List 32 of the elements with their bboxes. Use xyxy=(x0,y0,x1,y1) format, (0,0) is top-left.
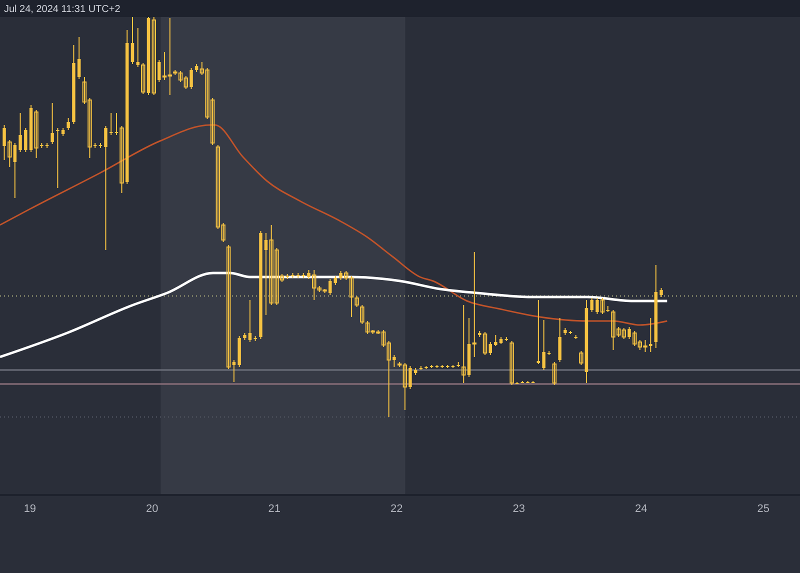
candlestick xyxy=(18,112,22,152)
x-tick-label: 23 xyxy=(512,503,525,515)
candlestick xyxy=(360,304,364,324)
candlestick xyxy=(536,300,540,364)
candlestick xyxy=(56,128,60,188)
x-tick-label: 19 xyxy=(24,503,36,515)
candlestick xyxy=(494,334,498,346)
candlestick xyxy=(590,298,594,312)
candlestick xyxy=(24,128,28,152)
candlestick xyxy=(109,112,113,136)
candlestick xyxy=(482,332,488,356)
candlestick xyxy=(226,244,231,370)
candlestick xyxy=(462,304,466,384)
candlestick xyxy=(77,36,81,80)
candlestick xyxy=(130,16,134,64)
candlestick xyxy=(232,360,236,382)
x-tick-label: 20 xyxy=(146,503,158,515)
candlestick xyxy=(66,118,70,130)
candlestick xyxy=(552,362,557,386)
x-tick-label: 24 xyxy=(634,503,648,515)
candlestick xyxy=(472,252,476,358)
candlestick xyxy=(558,318,562,362)
candlestick xyxy=(104,126,108,250)
candlestick xyxy=(354,296,359,308)
candlestick xyxy=(248,300,252,342)
candlestick xyxy=(542,320,546,370)
text: Jul 24, 2024 11:31 UTC+2 xyxy=(4,4,121,15)
x-tick-label: 22 xyxy=(390,503,403,515)
x-tick-label: 21 xyxy=(268,503,281,515)
x-tick-label: 25 xyxy=(757,503,770,515)
candlestick xyxy=(488,342,492,356)
candlestick xyxy=(50,102,54,144)
